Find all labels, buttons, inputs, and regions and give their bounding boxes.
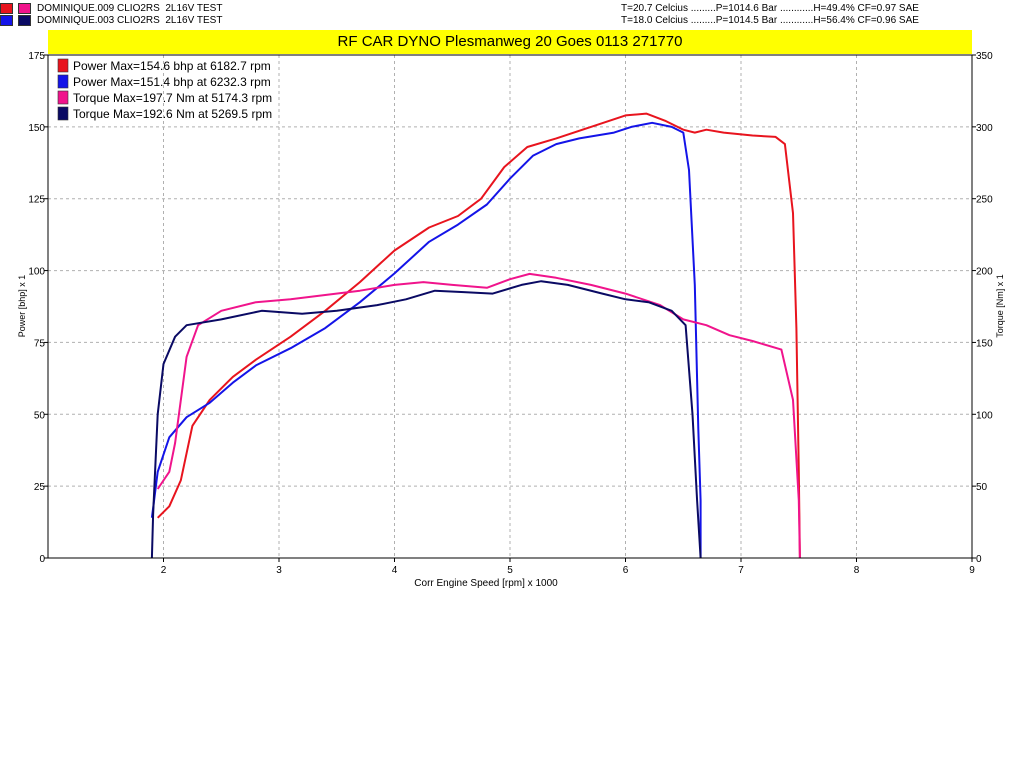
y2-axis-label: Torque [Nm] x 1 xyxy=(995,274,1005,338)
legend-swatch xyxy=(57,74,69,89)
legend-entry: Torque Max=197.7 Nm at 5174.3 rpm xyxy=(73,91,272,105)
y-tick-label: 175 xyxy=(28,51,45,62)
run-name: DOMINIQUE.003 CLIO2RS xyxy=(37,15,160,26)
run-conditions: T=20.7 Celcius .........P=1014.6 Bar ...… xyxy=(621,3,919,14)
series-line-3 xyxy=(156,272,801,559)
run-row: DOMINIQUE.009 CLIO2RS 2L16V TEST xyxy=(0,3,222,15)
y2-tick-label: 0 xyxy=(976,554,982,565)
power-color-swatch xyxy=(0,3,13,14)
x-tick-label: 5 xyxy=(507,565,513,576)
y-tick-label: 0 xyxy=(39,554,45,565)
power-color-swatch xyxy=(0,15,13,26)
y-tick-label: 75 xyxy=(34,338,46,349)
x-tick-label: 2 xyxy=(161,565,167,576)
legend-entry: Power Max=154.6 bhp at 6182.7 rpm xyxy=(73,59,271,73)
x-tick-label: 9 xyxy=(969,565,975,576)
y-tick-label: 50 xyxy=(34,410,46,421)
y2-tick-label: 50 xyxy=(976,482,988,493)
y2-tick-label: 150 xyxy=(976,338,993,349)
series-line-4 xyxy=(150,280,702,559)
y-axis-label: Power [bhp] x 1 xyxy=(17,275,27,338)
torque-color-swatch xyxy=(18,3,31,14)
y-tick-label: 100 xyxy=(28,267,45,278)
run-row: DOMINIQUE.003 CLIO2RS 2L16V TEST xyxy=(0,15,222,27)
run-conditions: T=18.0 Celcius .........P=1014.5 Bar ...… xyxy=(621,15,919,26)
legend-swatch xyxy=(57,90,69,105)
legend-entry: Torque Max=192.6 Nm at 5269.5 rpm xyxy=(73,107,272,121)
x-tick-label: 7 xyxy=(738,565,744,576)
run-desc: 2L16V TEST xyxy=(165,3,223,14)
x-tick-label: 8 xyxy=(854,565,860,576)
x-tick-label: 3 xyxy=(276,565,282,576)
dyno-banner: RF CAR DYNO Plesmanweg 20 Goes 0113 2717… xyxy=(48,30,972,54)
y2-tick-label: 350 xyxy=(976,51,993,62)
legend-entry: Power Max=151.4 bhp at 6232.3 rpm xyxy=(73,75,271,89)
legend-swatch xyxy=(57,58,69,73)
run-name: DOMINIQUE.009 CLIO2RS xyxy=(37,3,160,14)
y2-tick-label: 100 xyxy=(976,410,993,421)
x-axis-label: Corr Engine Speed [rpm] x 1000 xyxy=(414,578,558,589)
y2-tick-label: 250 xyxy=(976,195,993,206)
series-line-2 xyxy=(150,121,702,558)
y-tick-label: 150 xyxy=(28,123,45,134)
y-tick-label: 125 xyxy=(28,195,45,206)
legend-swatch xyxy=(57,106,69,121)
y2-tick-label: 300 xyxy=(976,123,993,134)
y-tick-label: 25 xyxy=(34,482,46,493)
y2-tick-label: 200 xyxy=(976,267,993,278)
x-tick-label: 6 xyxy=(623,565,629,576)
x-tick-label: 4 xyxy=(392,565,398,576)
series-line-1 xyxy=(156,112,801,559)
torque-color-swatch xyxy=(18,15,31,26)
run-desc: 2L16V TEST xyxy=(165,15,223,26)
